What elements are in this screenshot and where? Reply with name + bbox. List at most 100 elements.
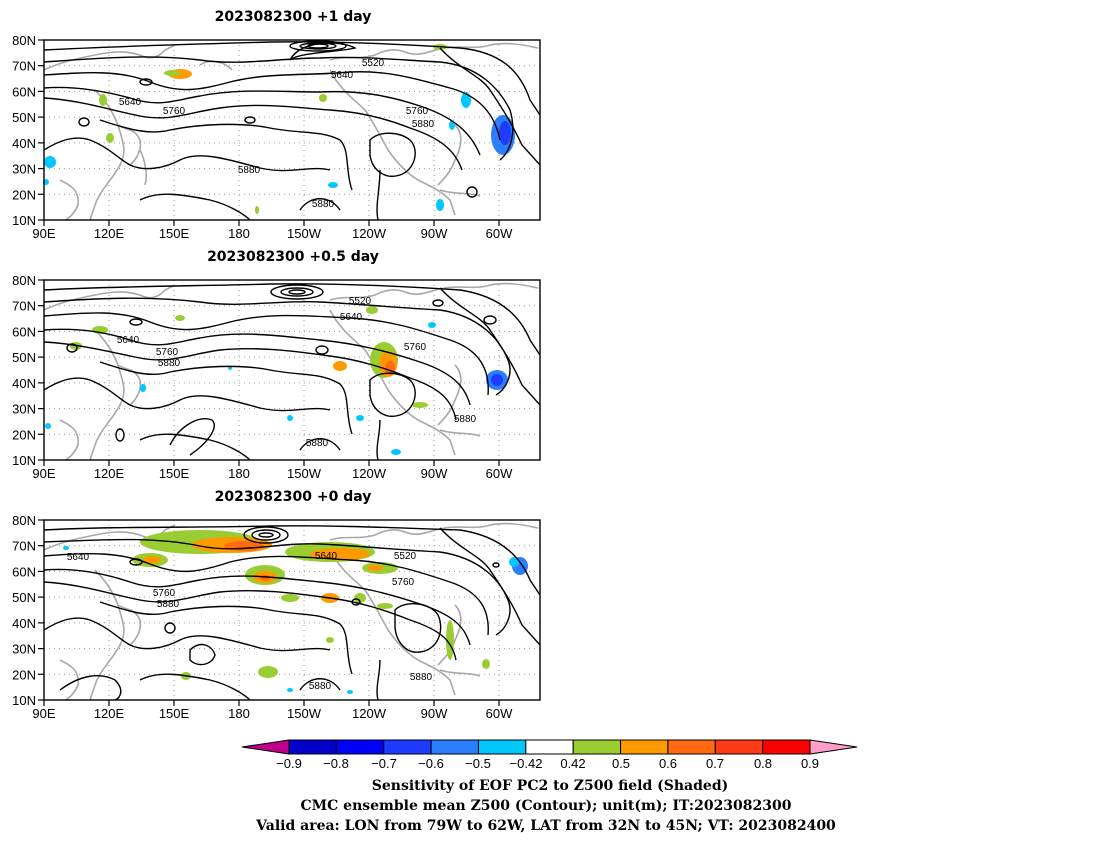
lat-label: 60N [12,84,36,99]
colorbar-label: 0.6 [659,756,677,771]
colorbar-low-end [241,739,290,755]
lat-label: 30N [12,642,36,657]
colorbar-box [572,739,622,755]
lat-label: 80N [12,513,36,528]
contour-label: 5880 [312,199,335,210]
map-frame: 5640 5640 5520 5760 5760 5880 5880 5880 [38,519,541,706]
colorbar-label: −0.8 [323,756,349,771]
contour-label: 5640 [117,335,140,346]
colorbar-label: −0.6 [418,756,444,771]
lat-label: 40N [12,616,36,631]
colorbar-label: −0.9 [276,756,302,771]
lon-label: 90W [421,706,448,721]
colorbar-label: 0.9 [801,756,819,771]
contour-label: 5640 [331,70,354,81]
contour-labels: 5520 5640 5640 5760 5760 5880 5880 5880 [119,58,435,210]
lat-label: 50N [12,590,36,605]
lon-label: 150W [287,226,322,241]
lon-label: 120E [94,466,125,481]
colorbar-label: 0.5 [612,756,630,771]
colorbar-boxes [288,739,811,755]
map-frame: 5520 5640 5640 5760 5760 5880 5880 5880 [38,39,541,226]
contour-label: 5760 [406,106,429,117]
lat-label: 20N [12,187,36,202]
lat-label: 70N [12,539,36,554]
lon-label: 90E [32,226,55,241]
sensitivity-shading [43,44,515,214]
contour-label: 5880 [454,414,477,425]
lon-label: 180 [228,706,250,721]
colorbar-label: 0.42 [560,756,585,771]
colorbar-label: −0.42 [510,756,543,771]
caption-line-1: Sensitivity of EOF PC2 to Z500 field (Sh… [372,778,728,794]
contour-label: 5640 [67,552,90,563]
contour-label: 5640 [315,551,338,562]
contour-label: 5520 [394,551,417,562]
lon-label: 150E [159,706,190,721]
lat-label: 10N [12,453,36,468]
colorbar-box [477,739,527,755]
contour-label: 5520 [362,58,385,69]
lon-label: 120E [94,706,125,721]
lon-label: 150E [159,226,190,241]
contour-label: 5760 [392,577,415,588]
colorbar-label: −0.5 [465,756,491,771]
colorbar-box [335,739,385,755]
lat-label: 80N [12,33,36,48]
contour-label: 5880 [309,681,332,692]
colorbar-labels: −0.9 −0.8 −0.7 −0.6 −0.5 −0.42 0.42 0.5 … [276,756,819,771]
colorbar-label: 0.8 [754,756,772,771]
latitude-labels: 80N 70N 60N 50N 40N 30N 20N 10N [12,33,36,228]
z500-contours [43,525,541,701]
contour-label: 5880 [410,672,433,683]
lat-label: 40N [12,376,36,391]
colorbar-box [667,739,716,755]
contour-label: 5520 [349,296,372,307]
lat-label: 20N [12,427,36,442]
contour-label: 5880 [158,358,181,369]
lon-label: 120W [352,706,387,721]
lat-label: 60N [12,324,36,339]
figure-caption: Sensitivity of EOF PC2 to Z500 field (Sh… [255,778,836,834]
map-panel-plus-1-day: 2023082300 +1 day [12,9,541,241]
lon-label: 60W [486,466,513,481]
contour-labels: 5640 5640 5520 5760 5760 5880 5880 5880 [67,551,433,692]
colorbar-box [714,739,764,755]
lat-label: 60N [12,564,36,579]
longitude-labels: 90E 120E 150E 180 150W 120W 90W 60W [32,706,513,721]
lon-label: 120W [352,226,387,241]
lon-label: 90E [32,466,55,481]
contour-label: 5880 [412,119,435,130]
latitude-labels: 80N 70N 60N 50N 40N 30N 20N 10N [12,273,36,468]
lon-label: 90W [421,466,448,481]
colorbar-box [620,739,669,755]
longitude-labels: 90E 120E 150E 180 150W 120W 90W 60W [32,466,513,481]
contour-label: 5640 [340,312,363,323]
contour-label: 5760 [404,342,427,353]
contour-label: 5760 [153,588,176,599]
colorbar-box [383,739,432,755]
latitude-labels: 80N 70N 60N 50N 40N 30N 20N 10N [12,513,36,708]
panel-title: 2023082300 +0.5 day [207,249,379,265]
lon-label: 90E [32,706,55,721]
colorbar-label: −0.7 [371,756,397,771]
colorbar-label: 0.7 [706,756,724,771]
lon-label: 150W [287,706,322,721]
map-frame: 5520 5640 5640 5760 5760 5880 5880 5880 [38,279,541,466]
lat-label: 10N [12,213,36,228]
colorbar-box [288,739,337,755]
lat-label: 40N [12,136,36,151]
map-panel-plus-0-day: 2023082300 +0 day [12,489,541,721]
lat-label: 50N [12,350,36,365]
contour-label: 5760 [163,106,186,117]
panel-title: 2023082300 +0 day [215,489,372,505]
lon-label: 150E [159,466,190,481]
lon-label: 120W [352,466,387,481]
contour-label: 5760 [156,347,179,358]
lon-label: 60W [486,226,513,241]
lon-label: 180 [228,466,250,481]
lat-label: 80N [12,273,36,288]
colorbar-high-end [809,739,858,755]
